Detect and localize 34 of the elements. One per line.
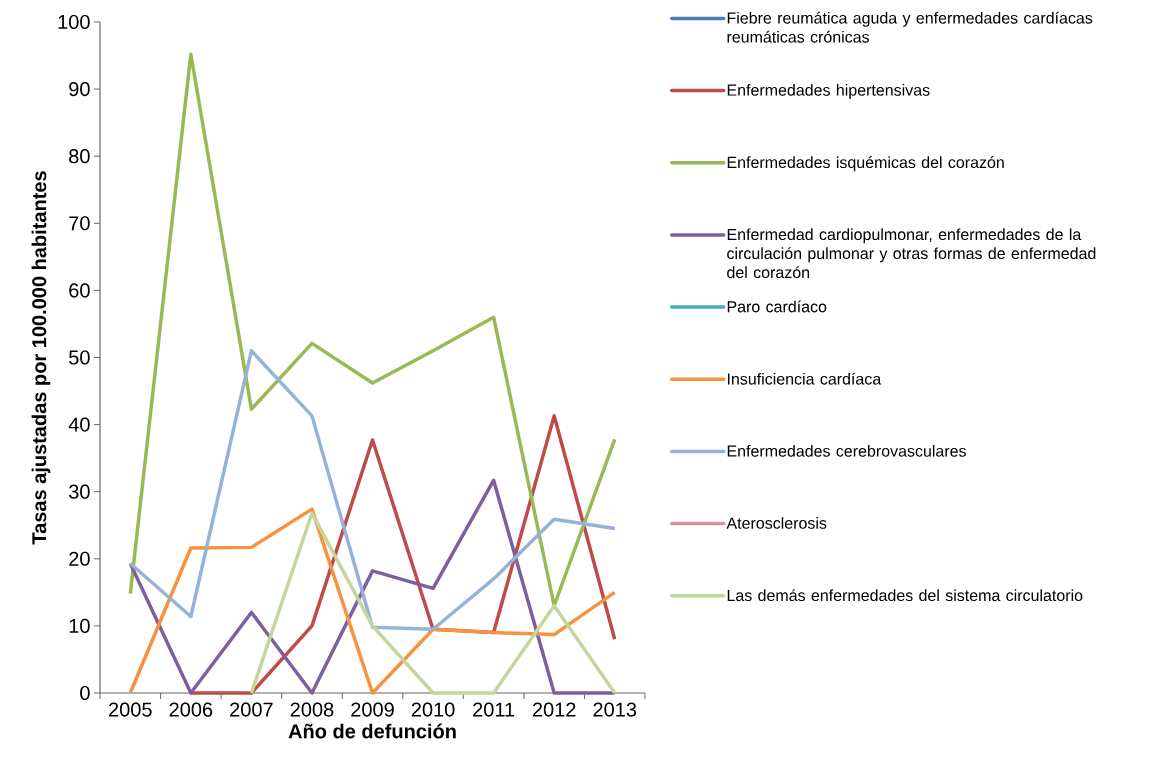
y-tick-label: 60 <box>69 283 90 298</box>
legend-label: Aterosclerosis <box>726 517 827 529</box>
y-axis-title: Tasas ajustadas por 100.000 habitantes <box>31 171 51 545</box>
y-tick-label: 20 <box>69 551 90 566</box>
y-tick-label: 100 <box>58 14 90 30</box>
x-tick-label: 2006 <box>169 702 213 717</box>
legend-label: Insuficiencia cardíaca <box>727 372 882 385</box>
x-tick-label: 2009 <box>351 702 394 717</box>
line-series <box>249 511 617 695</box>
y-tick-label: 10 <box>69 618 90 633</box>
y-tick-label: 70 <box>69 216 90 231</box>
legend-label: Paro cardíaco <box>727 300 827 313</box>
y-tick-label: 0 <box>80 685 90 701</box>
legend-label: Enfermedades cerebrovasculares <box>727 444 966 457</box>
x-tick-label: 2007 <box>230 702 273 717</box>
legend-label: Las demás enfermedades del sistema circulatorio <box>727 589 1083 602</box>
y-tick-label: 30 <box>69 484 90 499</box>
y-tick-label: 80 <box>69 149 90 164</box>
x-tick-label: 2005 <box>109 702 152 717</box>
legend-label: Enfermedades isquémicas del corazón <box>727 156 1004 172</box>
legend-label: Enfermedad cardiopulmonar, enfermedades de la circulación pulmonar y otras formas de enfermedad del corazón <box>727 228 1096 279</box>
legend-label: Fiebre reumática aguda y enfermedades cardíacas reumáticas crónicas <box>727 11 1093 43</box>
x-tick-label: 2011 <box>473 702 515 717</box>
line-series <box>128 349 617 631</box>
legend-label: Enfermedades hipertensivas <box>727 84 930 99</box>
y-tick-label: 40 <box>68 417 90 432</box>
x-tick-label: 2013 <box>593 702 637 717</box>
line-series <box>128 52 617 608</box>
y-tick-label: 90 <box>69 82 90 97</box>
x-tick-label: 2010 <box>411 702 455 717</box>
x-tick-label: 2008 <box>290 702 334 717</box>
x-axis-title: Año de defunción <box>288 723 456 739</box>
x-tick-label: 2012 <box>532 702 576 717</box>
y-tick-label: 50 <box>69 350 90 365</box>
